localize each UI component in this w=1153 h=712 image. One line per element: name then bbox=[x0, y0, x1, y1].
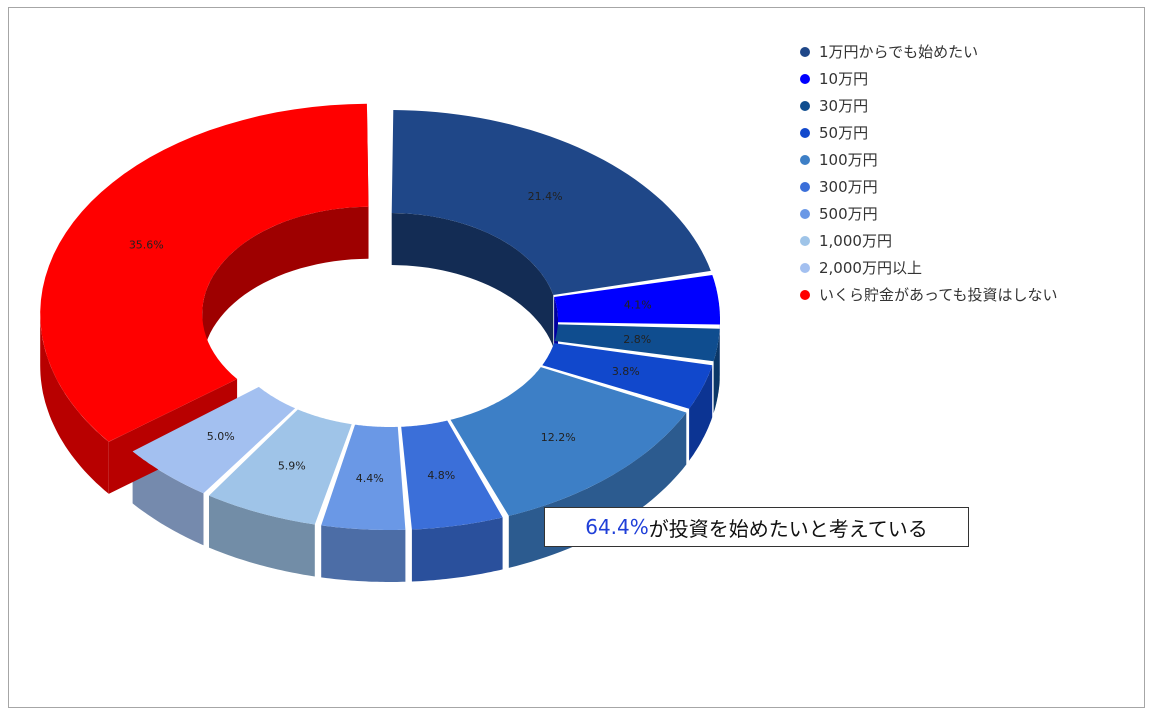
legend-dot-icon bbox=[800, 262, 810, 273]
slice-data-label: 5.0% bbox=[207, 430, 235, 443]
legend-dot-icon bbox=[800, 235, 810, 246]
callout-percentage: 64.4% bbox=[585, 515, 649, 539]
slice-data-label: 2.8% bbox=[623, 333, 651, 346]
legend-label: 300万円 bbox=[819, 178, 878, 196]
legend-label: 1,000万円 bbox=[819, 232, 892, 250]
slice-data-label: 35.6% bbox=[129, 239, 164, 252]
legend-dot-icon bbox=[800, 73, 810, 84]
legend-dot-icon bbox=[800, 46, 810, 57]
donut-slice bbox=[450, 367, 687, 516]
slice-inner-wall bbox=[391, 213, 554, 347]
legend-dot-icon bbox=[800, 100, 810, 111]
slice-data-label: 4.1% bbox=[624, 299, 652, 312]
legend-item: 2,000万円以上 bbox=[800, 254, 1058, 281]
slice-data-label: 21.4% bbox=[528, 190, 563, 203]
slice-outer-wall bbox=[713, 328, 720, 414]
legend-label: 10万円 bbox=[819, 70, 869, 88]
legend-item: 10万円 bbox=[800, 65, 1058, 92]
legend-item: 1,000万円 bbox=[800, 227, 1058, 254]
legend-label: 100万円 bbox=[819, 151, 878, 169]
legend-label: 2,000万円以上 bbox=[819, 259, 922, 277]
summary-callout: 64.4% が投資を始めたいと考えている bbox=[544, 507, 969, 547]
legend-item: 300万円 bbox=[800, 173, 1058, 200]
legend-dot-icon bbox=[800, 127, 810, 138]
slice-outer-wall bbox=[209, 495, 315, 577]
callout-text: が投資を始めたいと考えている bbox=[648, 516, 928, 541]
legend-item: 30万円 bbox=[800, 92, 1058, 119]
legend-item: 50万円 bbox=[800, 119, 1058, 146]
donut-slice bbox=[554, 324, 720, 362]
legend-item: いくら貯金があっても投資はしない bbox=[800, 281, 1058, 308]
legend: 1万円からでも始めたい 10万円 30万円 50万円 100万円 300万円 5… bbox=[800, 38, 1058, 308]
donut-slice bbox=[321, 424, 406, 530]
legend-dot-icon bbox=[800, 154, 810, 165]
slice-data-label: 4.8% bbox=[427, 469, 455, 482]
legend-label: 500万円 bbox=[819, 205, 878, 223]
slice-data-label: 5.9% bbox=[278, 460, 306, 473]
slice-outer-wall bbox=[40, 313, 109, 494]
slice-outer-wall bbox=[132, 451, 204, 546]
donut-slice bbox=[209, 409, 352, 525]
donut-slice bbox=[542, 343, 713, 409]
slice-outer-wall bbox=[411, 517, 503, 582]
slice-outer-wall bbox=[689, 365, 713, 461]
slice-data-label: 4.4% bbox=[356, 472, 384, 485]
slice-data-label: 12.2% bbox=[541, 431, 576, 444]
slice-outer-wall bbox=[321, 525, 406, 582]
legend-label: 1万円からでも始めたい bbox=[819, 43, 979, 61]
legend-item: 100万円 bbox=[800, 146, 1058, 173]
donut-slice bbox=[132, 386, 296, 494]
legend-label: 30万円 bbox=[819, 97, 869, 115]
slice-data-label: 3.8% bbox=[612, 365, 640, 378]
legend-item: 500万円 bbox=[800, 200, 1058, 227]
legend-dot-icon bbox=[800, 181, 810, 192]
donut-slice bbox=[391, 110, 711, 295]
donut-slice bbox=[401, 420, 503, 530]
legend-item: 1万円からでも始めたい bbox=[800, 38, 1058, 65]
legend-dot-icon bbox=[800, 289, 810, 300]
legend-label: 50万円 bbox=[819, 124, 869, 142]
donut-slice bbox=[554, 275, 720, 325]
donut-slice bbox=[40, 103, 369, 442]
slice-inner-wall bbox=[202, 206, 369, 366]
legend-dot-icon bbox=[800, 208, 810, 219]
legend-label: いくら貯金があっても投資はしない bbox=[819, 286, 1058, 304]
